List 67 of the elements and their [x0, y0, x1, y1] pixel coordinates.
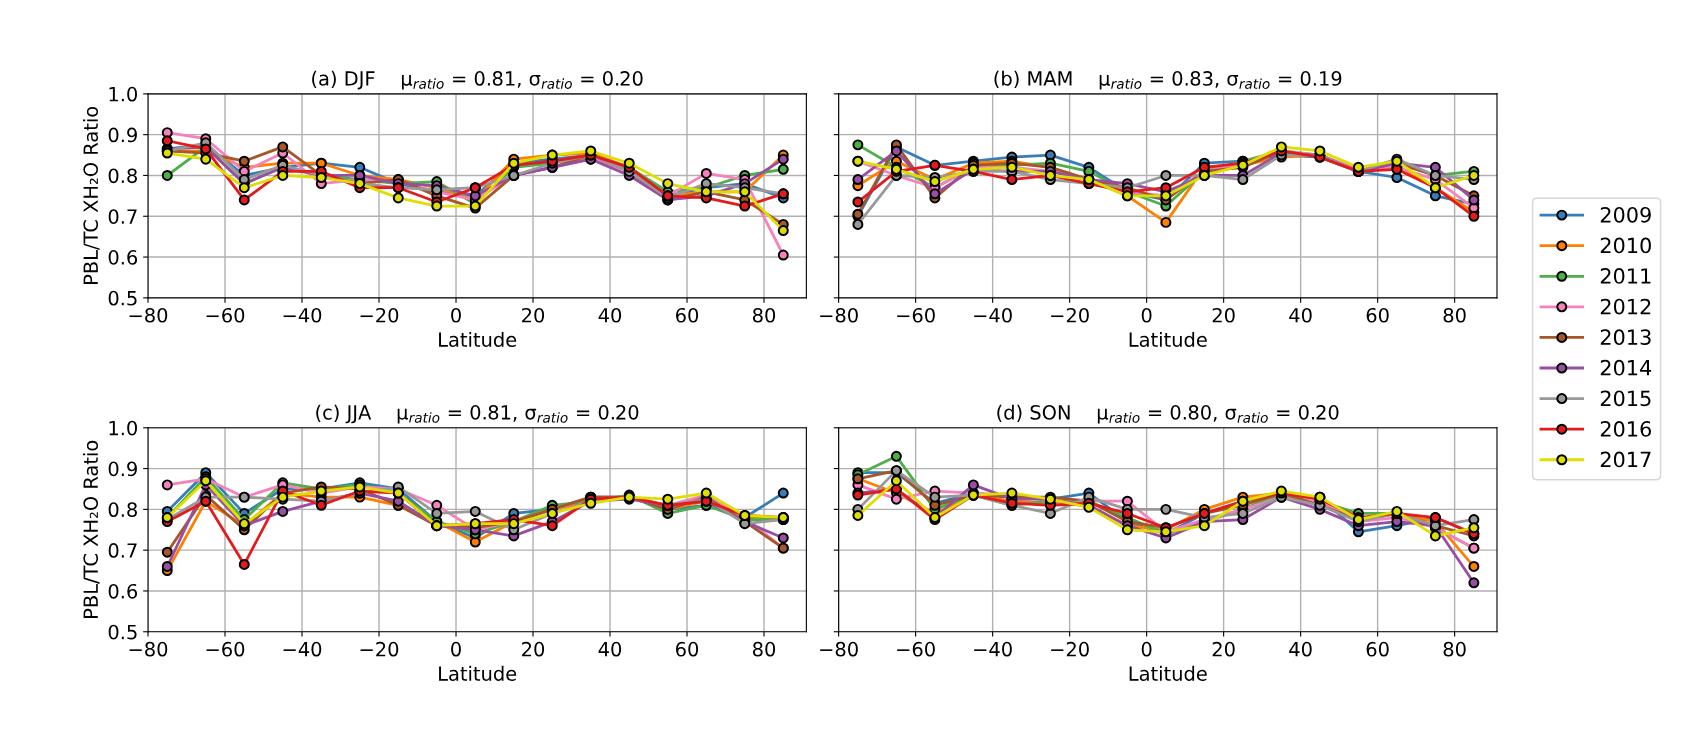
y-tick-label: 0.9 [108, 461, 137, 477]
x-tick-label: 0 [1141, 307, 1152, 323]
y-tick-label: 0.7 [108, 543, 137, 558]
x-tick-label: 20 [1212, 307, 1235, 323]
x-tick-label: 60 [1366, 641, 1389, 657]
x-tick-label: −80 [820, 641, 858, 657]
legend-label: 2015 [1600, 390, 1651, 407]
x-tick-label: 40 [598, 641, 622, 657]
legend-label: 2016 [1600, 421, 1651, 437]
x-tick-label: 20 [1212, 641, 1235, 657]
x-axis-title: Latitude [439, 331, 517, 347]
y-axis-title: PBL/TC XH₂O Ratio [83, 440, 100, 618]
x-tick-label: −20 [1051, 641, 1089, 657]
x-tick-label: 60 [676, 641, 699, 657]
x-tick-label: −40 [974, 641, 1012, 657]
legend-label: 2014 [1600, 359, 1652, 376]
x-tick-label: 0 [451, 641, 461, 657]
x-tick-label: −80 [129, 307, 168, 323]
x-tick-label: 60 [1366, 307, 1389, 323]
x-tick-label: 60 [676, 307, 699, 323]
chart-title: (d) SON μ$_{ratio}$ = 0.80, σ$_{ratio}$ = 0.20 [997, 404, 1339, 424]
legend-label: 2011 [1600, 268, 1651, 284]
y-tick-label: 0.8 [108, 502, 137, 518]
y-tick-label: 0.9 [108, 127, 137, 143]
y-tick-label: 0.5 [108, 624, 137, 640]
y-tick-label: 0.6 [108, 583, 138, 599]
x-tick-label: −40 [283, 641, 322, 657]
x-tick-label: 20 [522, 641, 545, 657]
y-tick-label: 0.6 [108, 250, 138, 265]
x-tick-label: −60 [897, 307, 935, 323]
y-tick-label: 0.8 [108, 168, 137, 184]
x-tick-label: −20 [360, 307, 399, 323]
x-tick-label: 40 [1289, 307, 1312, 323]
x-tick-label: −40 [974, 307, 1012, 323]
x-axis-title: Latitude [439, 665, 517, 681]
legend-label: 2009 [1600, 206, 1651, 223]
x-tick-label: −60 [897, 641, 935, 657]
x-tick-label: −80 [129, 641, 168, 657]
y-axis-title: PBL/TC XH₂O Ratio [83, 106, 100, 284]
x-tick-label: 80 [1443, 641, 1466, 657]
legend-label: 2017 [1600, 451, 1651, 468]
x-tick-label: 80 [752, 307, 776, 323]
legend-label: 2010 [1600, 237, 1651, 254]
x-axis-title: Latitude [1129, 331, 1207, 347]
x-tick-label: 0 [1141, 641, 1152, 657]
legend-label: 2013 [1600, 329, 1651, 346]
x-tick-label: 80 [1443, 307, 1466, 323]
y-tick-label: 0.7 [108, 209, 137, 224]
x-tick-label: −60 [206, 307, 245, 323]
chart-title: (b) MAM μ$_{ratio}$ = 0.83, σ$_{ratio}$ = 0.19 [994, 70, 1342, 90]
chart-title: (c) JJA μ$_{ratio}$ = 0.81, σ$_{ratio}$ = 0.20 [316, 404, 639, 424]
x-tick-label: −40 [283, 307, 322, 323]
x-tick-label: 0 [451, 307, 461, 323]
x-tick-label: −80 [820, 307, 858, 323]
x-axis-title: Latitude [1129, 665, 1207, 681]
x-tick-label: 20 [522, 307, 545, 323]
x-tick-label: −20 [1051, 307, 1089, 323]
y-tick-label: 1.0 [109, 86, 137, 102]
x-tick-label: 40 [1289, 641, 1312, 657]
x-tick-label: −20 [360, 641, 399, 657]
y-tick-label: 1.0 [109, 420, 137, 436]
y-tick-label: 0.5 [108, 290, 137, 306]
x-tick-label: 40 [598, 307, 622, 323]
chart-title: (a) DJF μ$_{ratio}$ = 0.81, σ$_{ratio}$ = 0.20 [312, 70, 643, 90]
legend-label: 2012 [1600, 298, 1651, 315]
x-tick-label: −60 [206, 641, 245, 657]
x-tick-label: 80 [752, 641, 776, 657]
